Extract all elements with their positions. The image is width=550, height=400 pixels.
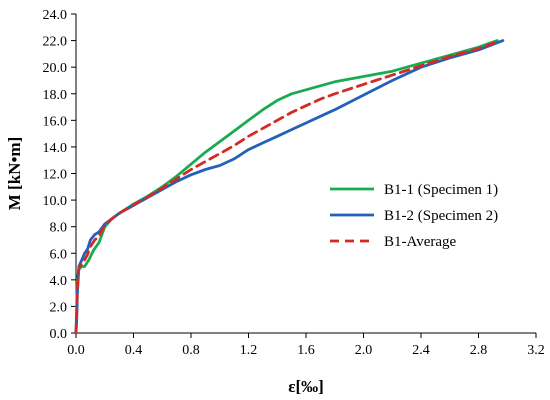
series-line-b1-1-specimen-1	[74, 39, 499, 335]
x-tick-label: 0.4	[125, 343, 143, 358]
x-tick-label: 1.6	[297, 343, 315, 358]
y-axis-label: M [kN•m]	[5, 137, 24, 210]
x-ticks: 0.0 0.4 0.8 1.2 1.6 2.0 2.4 2.8 3.2	[67, 333, 545, 358]
y-tick-label: 10.0	[43, 194, 68, 209]
y-tick-label: 18.0	[43, 88, 68, 103]
y-tick-label: 20.0	[43, 61, 68, 76]
series-lines	[74, 39, 505, 335]
axes	[75, 14, 536, 334]
x-tick-label: 3.2	[527, 343, 545, 358]
series-line-b1-average	[74, 39, 502, 335]
legend-label: B1-Average	[384, 234, 457, 250]
y-tick-label: 16.0	[43, 114, 68, 129]
x-tick-label: 1.2	[240, 343, 258, 358]
x-axis-label: ε[‰]	[288, 377, 324, 396]
x-tick-label: 2.8	[470, 343, 488, 358]
y-tick-label: 8.0	[50, 221, 68, 236]
x-tick-label: 2.0	[355, 343, 373, 358]
y-tick-label: 2.0	[50, 300, 68, 315]
legend: B1-1 (Specimen 1) B1-2 (Specimen 2) B1-Ave…	[330, 182, 498, 250]
y-tick-label: 12.0	[43, 168, 68, 183]
y-tick-label: 6.0	[50, 247, 68, 262]
series-line-b1-2-specimen-2	[74, 39, 505, 335]
legend-label: B1-1 (Specimen 1)	[384, 182, 498, 198]
y-tick-label: 0.0	[50, 327, 68, 342]
x-tick-label: 0.0	[67, 343, 85, 358]
x-tick-label: 2.4	[412, 343, 430, 358]
y-tick-label: 14.0	[43, 141, 68, 156]
y-tick-label: 4.0	[50, 274, 68, 289]
y-tick-label: 24.0	[43, 8, 68, 23]
legend-label: B1-2 (Specimen 2)	[384, 208, 498, 224]
y-ticks: 0.0 2.0 4.0 6.0 8.0 10.0 12.0 14.0 16.0 18.0 20.0 2…	[43, 8, 76, 342]
x-tick-label: 0.8	[182, 343, 200, 358]
y-tick-label: 22.0	[43, 35, 68, 50]
